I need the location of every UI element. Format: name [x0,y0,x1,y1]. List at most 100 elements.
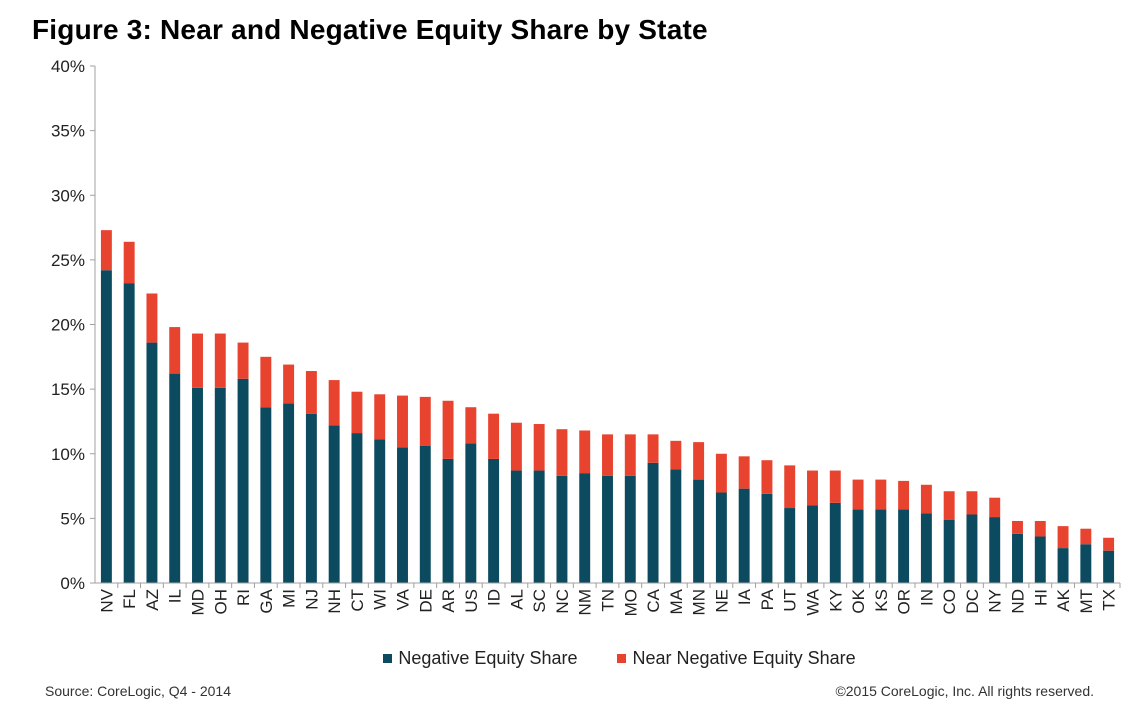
bar-negative-ut [784,508,796,583]
chart-title: Figure 3: Near and Negative Equity Share… [32,14,708,45]
bar-negative-or [898,509,910,583]
bar-negative-sc [533,470,545,583]
bar-negative-fl [123,283,135,583]
x-tick-label: ND [1009,589,1028,614]
bar-negative-wa [807,505,818,583]
legend-swatch-near-negative [617,654,627,663]
y-axis: 0% 5% 10% 15% 20% 25% 30% 35% 40% [51,57,96,593]
source-note: Source: CoreLogic, Q4 - 2014 [45,683,231,699]
bar-negative-tx [1103,550,1115,583]
bar-near-negative-hi [1034,520,1046,537]
x-tick-label: CA [644,588,663,612]
bar-near-negative-de [419,396,431,446]
bar-near-negative-ga [260,356,272,408]
bar-near-negative-ut [784,465,796,509]
y-tick-label: 15% [51,380,85,399]
bar-negative-ca [647,462,659,583]
x-tick-label: FL [120,589,139,609]
x-tick-label: TN [599,589,618,612]
bar-negative-id [488,458,500,583]
bar-negative-ma [670,469,682,583]
bar-negative-md [192,387,203,583]
bar-near-negative-pa [761,460,773,494]
y-tick-label: 0% [60,574,85,593]
x-tick-label: DE [416,589,435,613]
x-tick-label: OH [211,589,230,615]
bar-negative-de [419,445,431,583]
bar-negative-oh [214,387,226,583]
bar-negative-ny [989,517,1001,583]
bar-negative-ia [738,488,750,583]
bar-negative-va [397,447,408,583]
x-tick-label: NY [986,589,1005,613]
bar-near-negative-ri [237,342,249,379]
bar-near-negative-az [146,293,158,343]
bar-near-negative-ny [989,497,1001,518]
bar-near-negative-nc [556,429,568,476]
bar-negative-ga [260,407,272,583]
x-tick-label: MA [667,588,686,614]
x-tick-label: TX [1100,589,1119,611]
bar-near-negative-ky [829,470,841,503]
x-tick-label: AK [1054,588,1073,611]
bar-near-negative-mi [283,364,295,404]
bar-negative-nc [556,475,568,583]
bar-negative-nj [305,413,317,583]
legend: Negative Equity Share Near Negative Equi… [0,648,1139,669]
bar-near-negative-ks [875,479,887,510]
x-tick-label: HI [1031,589,1050,606]
x-tick-label: UT [781,589,800,612]
bar-near-negative-nh [328,380,340,426]
legend-label-near-negative: Near Negative Equity Share [632,648,856,668]
x-tick-label: AL [507,589,526,610]
bar-near-negative-ca [647,434,659,463]
bar-near-negative-mo [624,434,636,476]
x-tick-label: CT [348,589,367,612]
bar-negative-ok [852,509,864,583]
x-tick-label: NE [712,589,731,613]
y-tick-label: 5% [60,509,85,528]
bar-negative-dc [966,514,978,583]
bar-near-negative-fl [123,241,135,284]
bar-negative-ks [875,509,887,583]
x-tick-label: WI [371,589,390,610]
x-tick-label: US [462,589,481,613]
bar-near-negative-nj [305,371,317,414]
x-tick-label: MT [1077,589,1096,614]
bar-near-negative-nv [100,230,112,271]
bars [100,230,1115,583]
bar-near-negative-ok [852,479,864,510]
x-tick-label: OR [895,589,914,615]
x-tick-label: WA [804,588,823,615]
bar-negative-nv [100,270,112,583]
bar-near-negative-or [898,480,910,510]
bar-negative-mn [693,479,705,583]
bar-near-negative-md [192,333,203,388]
x-tick-label: NH [325,589,344,614]
bar-near-negative-id [488,413,500,459]
x-tick-label: SC [530,589,549,613]
x-tick-label: RI [234,589,253,606]
y-tick-label: 30% [51,186,85,205]
bar-near-negative-wa [807,470,818,506]
bar-negative-hi [1034,536,1046,583]
bar-near-negative-dc [966,491,978,515]
x-tick-label: NV [97,588,116,612]
bar-negative-ne [715,492,727,583]
y-tick-label: 10% [51,445,85,464]
bar-near-negative-ak [1057,526,1069,549]
bar-near-negative-co [943,491,955,520]
bar-negative-nm [579,473,591,583]
x-tick-label: MO [621,589,640,616]
bar-near-negative-va [397,395,408,448]
x-tick-label: KS [872,589,891,612]
x-tick-label: ID [485,589,504,606]
bar-near-negative-in [920,484,932,514]
y-tick-label: 40% [51,57,85,76]
bar-negative-tn [602,475,613,583]
bar-negative-nh [328,425,340,583]
x-tick-label: IL [166,589,185,603]
bar-negative-al [510,470,522,583]
x-tick-label: CO [940,589,959,615]
